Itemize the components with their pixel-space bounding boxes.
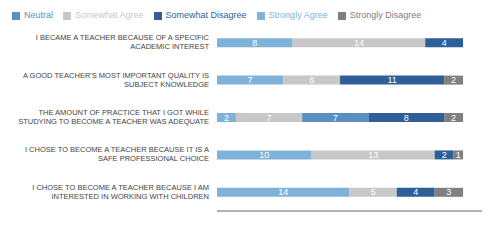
svg-text:8: 8	[404, 113, 409, 123]
svg-text:THE AMOUNT OF PRACTICE THAT I: THE AMOUNT OF PRACTICE THAT I GOT WHILES…	[18, 108, 209, 126]
html-text:Strongly Agree: Strongly Agree	[268, 10, 328, 20]
svg-text:2: 2	[224, 113, 229, 123]
svg-text:6: 6	[309, 75, 314, 85]
svg-text:13: 13	[368, 150, 378, 160]
html-text:Somewhat Disagree: Somewhat Disagree	[165, 10, 247, 20]
svg-text:3: 3	[446, 187, 451, 197]
svg-text:7: 7	[267, 113, 272, 123]
svg-text:I BECAME A TEACHER BECAUSE OF: I BECAME A TEACHER BECAUSE OF A SPECIFIC…	[36, 33, 210, 51]
svg-text:11: 11	[387, 75, 396, 85]
html-text:Strongly Disagree: Strongly Disagree	[349, 10, 422, 20]
html-text:Somewhat Agree: Somewhat Agree	[75, 10, 144, 20]
svg-text:I CHOSE TO BECOME A TEACHER BE: I CHOSE TO BECOME A TEACHER BECAUSE IT I…	[25, 145, 209, 163]
svg-text:4: 4	[413, 187, 418, 197]
svg-text:8: 8	[252, 38, 257, 48]
svg-text:7: 7	[333, 113, 338, 123]
svg-text:14: 14	[354, 38, 364, 48]
svg-text:2: 2	[451, 113, 456, 123]
svg-text:4: 4	[442, 38, 447, 48]
svg-text:5: 5	[371, 187, 376, 197]
svg-text:10: 10	[259, 150, 269, 160]
svg-text:1: 1	[456, 150, 461, 160]
svg-text:2: 2	[442, 150, 447, 160]
svg-text:7: 7	[248, 75, 253, 85]
svg-text:14: 14	[278, 187, 288, 197]
svg-text:2: 2	[451, 75, 456, 85]
svg-text:A GOOD TEACHER'S MOST IMPORTAN: A GOOD TEACHER'S MOST IMPORTANT QUALITY …	[23, 71, 209, 89]
svg-text:I CHOSE TO BECOME A TEACHER BE: I CHOSE TO BECOME A TEACHER BECAUSE I AM…	[32, 183, 209, 201]
html-text:Neutral: Neutral	[24, 10, 53, 20]
